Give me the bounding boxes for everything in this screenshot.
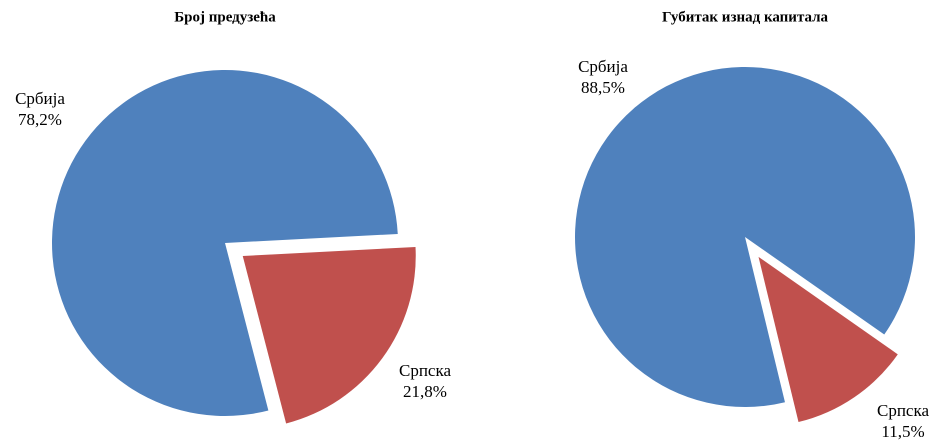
pie-slice (758, 256, 898, 423)
chart-title: Губитак изнад капитала (662, 9, 829, 25)
pie-slice (575, 66, 915, 408)
slice-label: Српска (399, 361, 451, 380)
slice-label: Србија (15, 89, 65, 108)
slice-label: Српска (877, 401, 929, 420)
slice-value-label: 78,2% (18, 110, 62, 129)
slice-label: Србија (578, 57, 628, 76)
slice-value-label: 88,5% (581, 78, 625, 97)
chart-title: Број предузећа (174, 9, 276, 25)
slice-value-label: 21,8% (403, 382, 447, 401)
pie-slice (51, 70, 398, 417)
slice-value-label: 11,5% (881, 422, 924, 441)
pie-slice (242, 246, 416, 424)
